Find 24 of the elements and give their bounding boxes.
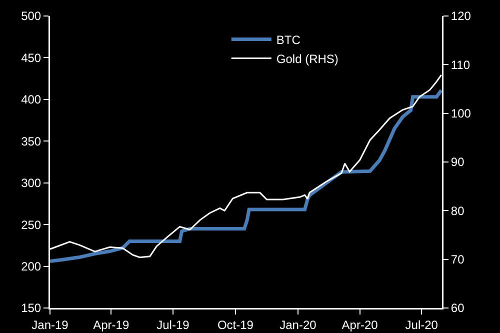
x-tick-label: Jul-20 bbox=[405, 318, 438, 332]
y-tick-label: 150 bbox=[21, 301, 42, 316]
x-tick-label: Jan-20 bbox=[280, 318, 317, 332]
y-tick-label: 250 bbox=[21, 218, 42, 232]
y2-tick-label: 80 bbox=[450, 204, 465, 218]
y2-tick-label: 100 bbox=[450, 106, 472, 121]
legend-label: Gold (RHS) bbox=[276, 52, 338, 66]
x-tick-label: Apr-20 bbox=[342, 318, 378, 332]
y-tick-label: 450 bbox=[21, 50, 42, 65]
x-tick-label: Jan-19 bbox=[32, 318, 69, 332]
x-tick-label: Apr-19 bbox=[93, 318, 130, 332]
y2-tick-label: 110 bbox=[450, 58, 470, 72]
y-tick-label: 300 bbox=[21, 176, 42, 190]
x-tick-label: Oct-19 bbox=[217, 318, 254, 332]
y2-tick-label: 120 bbox=[450, 9, 472, 24]
y-tick-label: 500 bbox=[21, 9, 42, 24]
y2-tick-label: 90 bbox=[450, 155, 465, 170]
y-tick-label: 350 bbox=[21, 134, 42, 148]
y2-tick-label: 60 bbox=[450, 301, 465, 316]
y-tick-label: 200 bbox=[21, 259, 42, 274]
x-tick-label: Jul-19 bbox=[156, 318, 190, 332]
y2-tick-label: 70 bbox=[450, 252, 465, 267]
legend-label: BTC bbox=[276, 32, 301, 47]
y-tick-label: 400 bbox=[21, 92, 42, 107]
